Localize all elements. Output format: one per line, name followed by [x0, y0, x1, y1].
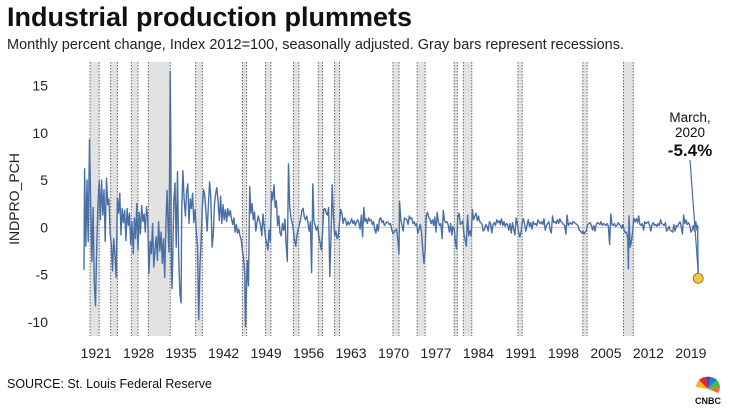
x-tick-label: 1949 [250, 345, 281, 361]
recession-band-12 [417, 62, 426, 336]
x-tick-label: 1977 [420, 345, 451, 361]
x-tick-label: 1921 [81, 345, 112, 361]
annotation-leader-line [689, 159, 699, 273]
x-tick-label: 1956 [293, 345, 324, 361]
annotation-year-label: 2020 [675, 125, 705, 140]
recession-band-13 [454, 62, 458, 336]
annotation-group: March, 2020 -5.4% [668, 110, 712, 284]
series-line-group [83, 70, 699, 328]
source-note: SOURCE: St. Louis Federal Reserve [7, 377, 212, 391]
x-tick-label: 1970 [378, 345, 409, 361]
y-axis-label: INDPRO_PCH [6, 153, 22, 245]
y-tick-label: 10 [32, 125, 48, 141]
annotation-value-label: -5.4% [668, 141, 712, 160]
recession-band-9 [318, 62, 323, 336]
x-tick-label: 2019 [675, 345, 706, 361]
x-axis-ticks: 1921 1928 1935 1942 1949 1956 1963 1970 1977 1984… [81, 345, 707, 361]
x-tick-label: 1984 [463, 345, 494, 361]
march-2020-marker [692, 272, 704, 284]
recession-band-3 [131, 62, 139, 336]
x-tick-label: 1928 [123, 345, 154, 361]
y-tick-label: 15 [32, 78, 48, 94]
x-tick-label: 1998 [548, 345, 579, 361]
recession-band-11 [392, 62, 399, 336]
series-line-1 [83, 70, 699, 328]
y-tick-label: 5 [40, 172, 48, 188]
recession-band-1 [90, 62, 100, 336]
recession-band-8 [293, 62, 299, 336]
x-tick-label: 1935 [166, 345, 197, 361]
y-tick-label: -10 [28, 314, 48, 330]
recession-band-16 [582, 62, 588, 336]
y-tick-label: -5 [36, 267, 49, 283]
recession-band-5 [195, 62, 203, 336]
chart-subtitle: Monthly percent change, Index 2012=100, … [7, 37, 625, 53]
recession-band-7 [265, 62, 271, 336]
x-tick-label: 1991 [505, 345, 536, 361]
recession-band-14 [463, 62, 472, 336]
recession-band-6 [242, 62, 247, 336]
y-axis-ticks: 15 10 5 0 -5 -10 [28, 78, 48, 330]
recession-band-17 [623, 62, 634, 336]
x-tick-label: 2012 [633, 345, 664, 361]
x-tick-label: 1963 [335, 345, 366, 361]
annotation-month-label: March, [669, 110, 710, 125]
recession-band-15 [517, 62, 523, 336]
cnbc-peacock-logo-icon: CNBC [695, 376, 721, 406]
recession-band-2 [110, 62, 118, 336]
recession-band-10 [334, 62, 340, 336]
brand-label: CNBC [695, 396, 721, 406]
chart-title: Industrial production plummets [7, 2, 413, 32]
x-tick-label: 2005 [590, 345, 621, 361]
y-tick-label: 0 [40, 219, 48, 235]
x-tick-label: 1942 [208, 345, 239, 361]
